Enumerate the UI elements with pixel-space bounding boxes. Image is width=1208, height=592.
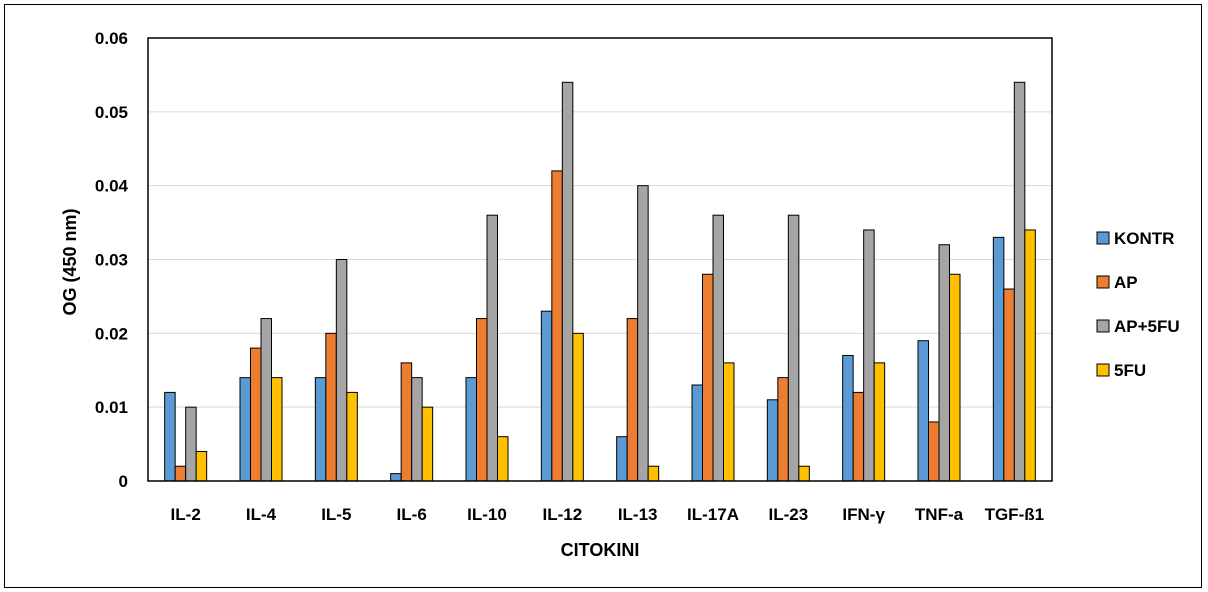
legend-swatch [1096,319,1110,333]
bar-ap-5fu-il-4 [260,318,272,482]
x-tick-label: IFN-γ [842,505,885,524]
bar-kontr-il-4 [239,377,251,482]
bar-ap-il-4 [250,347,262,482]
legend-label: AP+5FU [1114,317,1180,336]
x-tick-label: IL-2 [171,505,201,524]
bar-5fu-il-23 [798,465,810,482]
bar-5fu-il-6 [421,406,434,482]
bar-ap-il-10 [476,318,488,482]
y-tick-labels: 0 0.01 0.02 0.03 0.04 0.05 0.06 [95,29,129,491]
x-tick-label: IL-10 [467,505,507,524]
bar-kontr-il-6 [390,473,402,482]
x-tick-label: TNF-a [915,505,964,524]
bar-kontr-il-17a [691,384,703,482]
bar-5fu-il-4 [271,377,283,482]
legend: KONTR AP AP+5FU 5FU [1096,229,1180,380]
plot-area-border [147,37,1053,482]
bar-ap-il-12 [551,170,563,482]
bar-ap-5fu-il-10 [486,214,498,482]
y-tick-label: 0.05 [95,103,128,122]
legend-swatch [1096,275,1110,289]
x-tick-label: IL-17A [687,505,739,524]
x-tick-label: IL-5 [321,505,351,524]
bar-5fu-il-17a [723,362,735,482]
bar-ap-tgf-1 [1003,288,1015,482]
legend-label: AP [1114,273,1138,292]
bar-ap-il-17a [702,273,714,482]
legend-swatch [1096,231,1110,245]
legend-label: 5FU [1114,361,1146,380]
gridlines [148,37,1052,482]
bar-5fu-il-10 [497,436,509,482]
bar-kontr-il-5 [314,377,327,482]
bar-5fu-ifn- [873,362,886,482]
bar-ap-5fu-il-12 [561,81,574,482]
bar-ap-5fu-il-17a [712,214,724,482]
x-axis-title: CITOKINI [561,540,640,560]
bar-5fu-il-13 [647,465,660,482]
legend-label: KONTR [1114,229,1174,248]
bar-ap-5fu-il-2 [185,406,197,482]
bar-ap-5fu-tnf-a [938,244,950,482]
bar-ap-5fu-il-5 [335,259,348,482]
bar-kontr-il-2 [164,391,176,482]
x-tick-label: IL-6 [397,505,427,524]
y-tick-label: 0 [119,472,128,491]
bar-kontr-tnf-a [917,340,929,482]
bar-kontr-ifn- [842,354,854,482]
bar-5fu-il-5 [346,391,358,482]
bar-ap-tnf-a [928,421,940,482]
x-tick-label: TGF-ß1 [985,505,1045,524]
x-tick-label: IL-12 [542,505,582,524]
bar-ap-5fu-ifn- [863,229,875,482]
bar-kontr-il-10 [465,377,477,482]
bar-ap-il-23 [777,377,789,482]
y-tick-label: 0.06 [95,29,128,48]
bar-ap-5fu-tgf-1 [1013,81,1026,482]
legend-swatch [1096,363,1110,377]
bar-ap-il-2 [174,465,187,482]
bar-ap-5fu-il-23 [787,214,800,482]
bar-kontr-tgf-1 [992,236,1005,482]
x-tick-labels: IL-2 IL-4 IL-5 IL-6 IL-10 IL-12 IL-13 IL-17A IL-… [171,505,1045,524]
y-tick-label: 0.04 [95,177,129,196]
bar-5fu-tnf-a [949,273,961,482]
x-tick-label: IL-23 [768,505,808,524]
x-tick-label: IL-13 [618,505,658,524]
bar-ap-il-13 [626,318,639,482]
bar-5fu-il-2 [195,450,208,482]
y-tick-label: 0.03 [95,251,128,270]
bar-ap-5fu-il-6 [411,377,423,482]
bar-kontr-il-12 [540,310,553,482]
bar-ap-il-6 [400,362,413,482]
y-tick-label: 0.02 [95,324,128,343]
bar-5fu-tgf-1 [1024,229,1036,482]
bar-kontr-il-23 [766,399,779,482]
y-tick-label: 0.01 [95,398,128,417]
x-tick-label: IL-4 [246,505,277,524]
bar-5fu-il-12 [572,332,584,482]
bars [164,81,1036,482]
bar-ap-ifn- [852,391,865,482]
y-axis-title: OG (450 nm) [60,208,80,315]
bar-kontr-il-13 [616,436,628,482]
bar-ap-il-5 [325,332,337,482]
bar-ap-5fu-il-13 [637,185,649,482]
